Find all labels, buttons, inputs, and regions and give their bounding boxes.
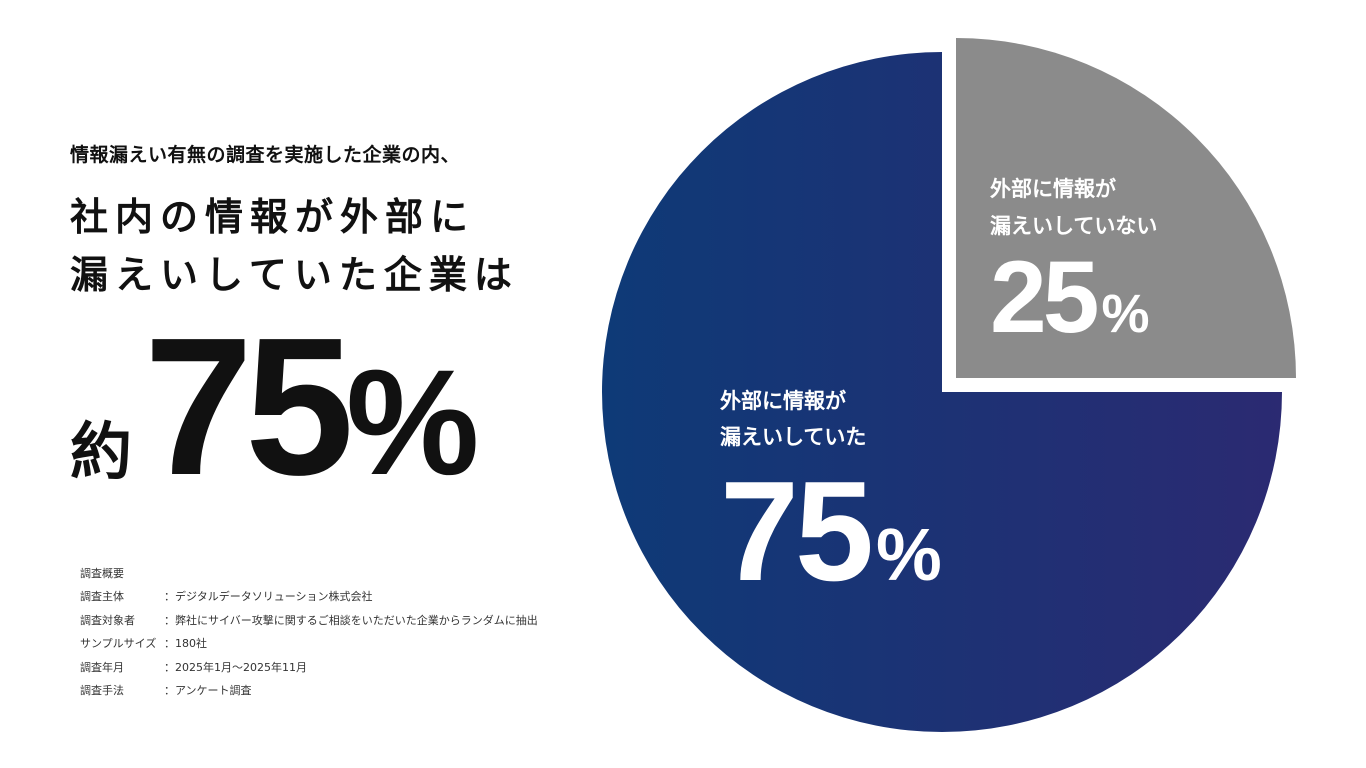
big-stat-unit: %	[346, 338, 480, 506]
slice-label-leaked-line-2: 漏えいしていた	[720, 425, 866, 449]
survey-key: 調査主体	[80, 590, 124, 604]
slice-value-leaked-number: 75	[720, 452, 871, 611]
slice-label-not-leaked-line-2: 漏えいしていない	[990, 214, 1157, 238]
headline-line-2: 漏えいしていた企業は	[70, 253, 519, 297]
slice-value-not-leaked: 25%	[990, 240, 1149, 354]
survey-key: 調査年月	[80, 660, 124, 674]
big-stat-number: 75	[144, 297, 354, 516]
survey-value: ：デジタルデータソリューション株式会社	[164, 590, 373, 604]
slice-value-leaked-unit: %	[876, 513, 942, 596]
survey-value: ：180社	[164, 637, 207, 651]
pie-slice-not-leaked	[956, 38, 1296, 378]
survey-overview: 調査概要 調査主体 ：デジタルデータソリューション株式会社 調査対象者 ：弊社に…	[80, 562, 538, 702]
summary-panel: 情報漏えい有無の調査を実施した企業の内、 社内の情報が外部に 漏えいしていた企業…	[70, 0, 590, 768]
slice-label-leaked-line-1: 外部に情報が	[720, 389, 846, 413]
survey-value: ：2025年1月～2025年11月	[164, 660, 307, 674]
survey-row-method: 調査手法 ：アンケート調査	[80, 679, 538, 702]
survey-title: 調査概要	[80, 567, 124, 580]
headline-line-1: 社内の情報が外部に	[70, 195, 476, 239]
slice-value-not-leaked-number: 25	[990, 240, 1097, 354]
survey-key: 調査対象者	[80, 613, 135, 627]
slice-label-not-leaked-line-1: 外部に情報が	[990, 177, 1116, 201]
intro-text: 情報漏えい有無の調査を実施した企業の内、	[70, 144, 461, 166]
survey-row-organizer: 調査主体 ：デジタルデータソリューション株式会社	[80, 585, 538, 608]
survey-row-sample-size: サンプルサイズ ：180社	[80, 632, 538, 655]
survey-row-target: 調査対象者 ：弊社にサイバー攻撃に関するご相談をいただいた企業からランダムに抽出	[80, 609, 538, 632]
slice-value-not-leaked-unit: %	[1101, 284, 1149, 344]
big-stat: 約 75%	[70, 309, 479, 505]
pie-slice-leaked	[602, 52, 1282, 732]
survey-key: 調査手法	[80, 684, 124, 698]
survey-value: ：弊社にサイバー攻撃に関するご相談をいただいた企業からランダムに抽出	[164, 613, 538, 627]
big-stat-value: 75%	[144, 309, 479, 505]
survey-value: ：アンケート調査	[164, 684, 252, 698]
survey-key: サンプルサイズ	[80, 637, 157, 651]
headline: 社内の情報が外部に 漏えいしていた企業は	[70, 188, 519, 304]
survey-row-period: 調査年月 ：2025年1月～2025年11月	[80, 656, 538, 679]
big-stat-prefix: 約	[70, 415, 133, 488]
slice-value-leaked: 75%	[720, 452, 942, 611]
